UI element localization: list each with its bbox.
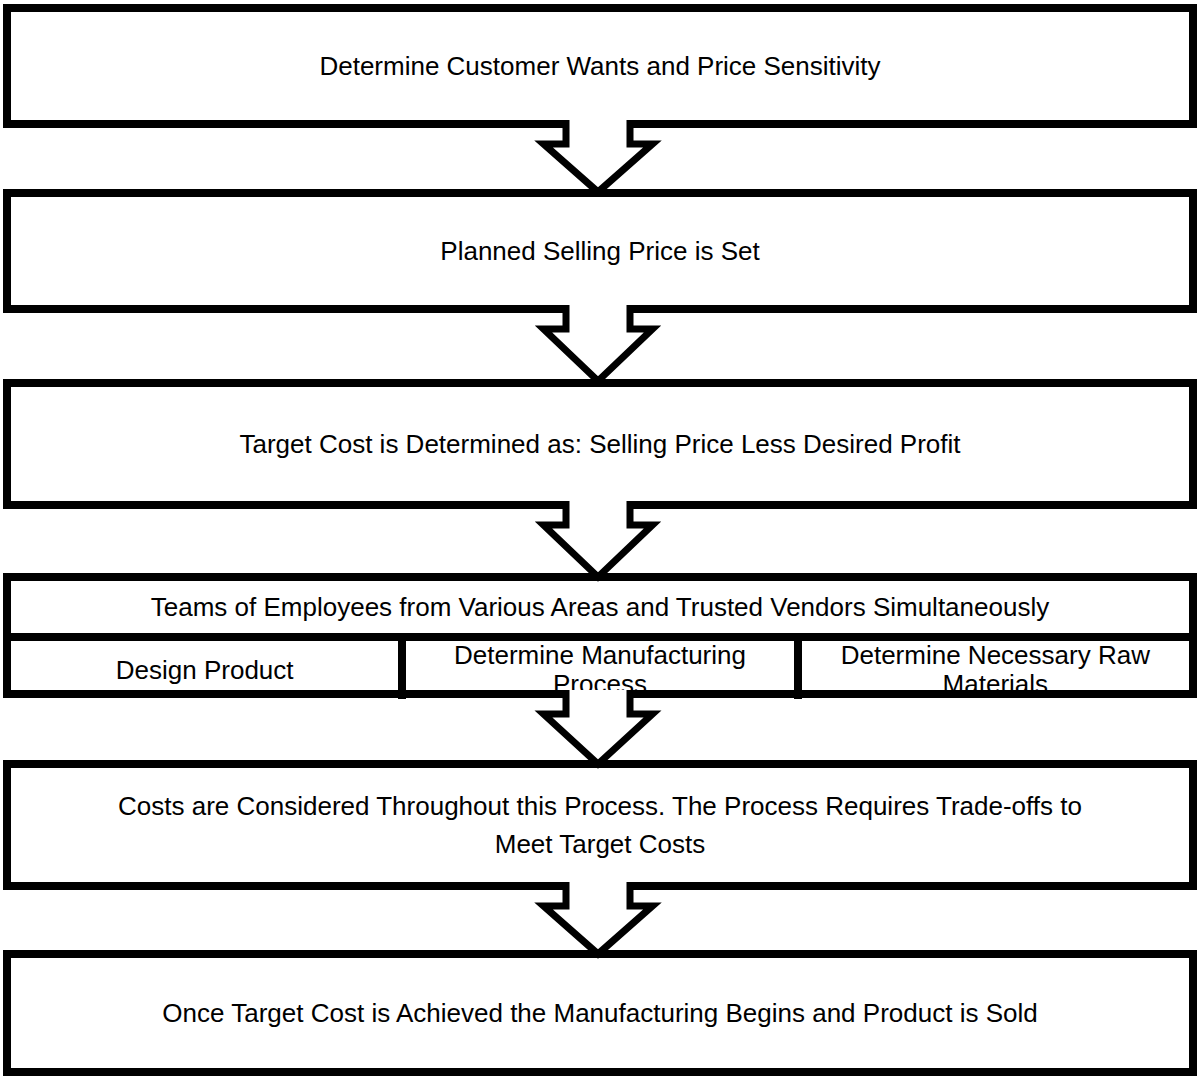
down-arrow-icon — [540, 882, 656, 960]
flowchart-canvas: Determine Customer Wants and Price Sensi… — [0, 0, 1200, 1081]
teams-cell-raw-materials: Determine Necessary Raw Materials — [794, 641, 1189, 699]
teams-header-label: Teams of Employees from Various Areas an… — [151, 592, 1049, 623]
cell-label-line: Determine Necessary Raw — [841, 641, 1150, 670]
cell-label-line: Design Product — [116, 656, 294, 685]
down-arrow-icon — [540, 501, 656, 583]
step-label: Target Cost is Determined as: Selling Pr… — [239, 429, 960, 460]
step-label: Determine Customer Wants and Price Sensi… — [319, 51, 880, 82]
cell-label-line: Materials — [943, 670, 1048, 699]
step-label-line: Costs are Considered Throughout this Pro… — [118, 787, 1082, 825]
teams-cell-design-product: Design Product — [11, 641, 398, 699]
step-label: Once Target Cost is Achieved the Manufac… — [162, 998, 1037, 1029]
step-label: Planned Selling Price is Set — [440, 236, 759, 267]
down-arrow-icon — [540, 690, 656, 770]
step-box-costs-considered: Costs are Considered Throughout this Pro… — [3, 760, 1197, 890]
step-box-manufacturing-begins: Once Target Cost is Achieved the Manufac… — [3, 950, 1197, 1076]
step-box-teams: Teams of Employees from Various Areas an… — [3, 573, 1197, 698]
step-box-selling-price: Planned Selling Price is Set — [3, 189, 1197, 313]
down-arrow-icon — [540, 305, 656, 387]
down-arrow-icon — [540, 120, 656, 198]
step-box-target-cost: Target Cost is Determined as: Selling Pr… — [3, 379, 1197, 509]
cell-label-line: Determine Manufacturing — [454, 641, 746, 670]
teams-header: Teams of Employees from Various Areas an… — [11, 581, 1189, 641]
step-label-line: Meet Target Costs — [495, 825, 706, 863]
step-box-customer-wants: Determine Customer Wants and Price Sensi… — [3, 4, 1197, 128]
